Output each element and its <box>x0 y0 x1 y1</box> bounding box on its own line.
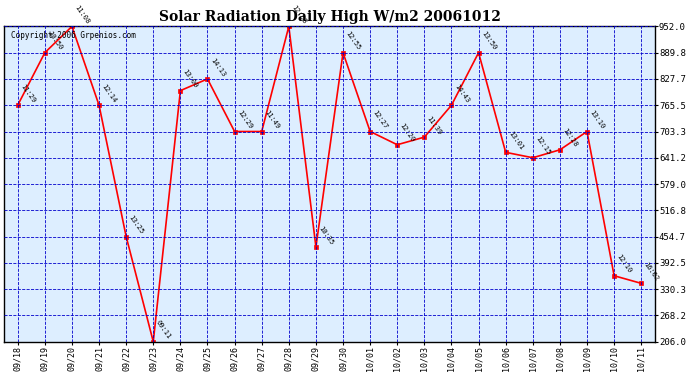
Text: 13:10: 13:10 <box>589 109 606 130</box>
Text: 10:50: 10:50 <box>46 30 63 51</box>
Text: 13:01: 13:01 <box>507 130 524 151</box>
Text: 14:43: 14:43 <box>453 83 470 104</box>
Text: 12:55: 12:55 <box>344 30 362 51</box>
Text: 12:29: 12:29 <box>236 109 253 130</box>
Text: 11:39: 11:39 <box>426 115 443 136</box>
Text: 13:00: 13:00 <box>181 68 199 89</box>
Text: Copyright 2006 Grpenios.com: Copyright 2006 Grpenios.com <box>10 31 135 40</box>
Text: 09:11: 09:11 <box>155 320 172 340</box>
Text: 12:20: 12:20 <box>399 123 416 143</box>
Text: 11:08: 11:08 <box>73 4 90 25</box>
Text: 16:02: 16:02 <box>642 261 660 282</box>
Text: 14:13: 14:13 <box>209 57 226 78</box>
Text: 12:14: 12:14 <box>101 83 117 104</box>
Text: 11:29: 11:29 <box>19 83 36 104</box>
Title: Solar Radiation Daily High W/m2 20061012: Solar Radiation Daily High W/m2 20061012 <box>159 10 500 24</box>
Text: 11:49: 11:49 <box>263 109 280 130</box>
Text: 12:27: 12:27 <box>371 109 388 130</box>
Text: 12:10: 12:10 <box>615 254 633 274</box>
Text: 10:35: 10:35 <box>317 225 335 246</box>
Text: 12:53: 12:53 <box>290 4 307 25</box>
Text: 13:25: 13:25 <box>128 214 145 235</box>
Text: 12:15: 12:15 <box>534 135 551 156</box>
Text: 13:50: 13:50 <box>480 30 497 51</box>
Text: 12:28: 12:28 <box>561 128 578 148</box>
